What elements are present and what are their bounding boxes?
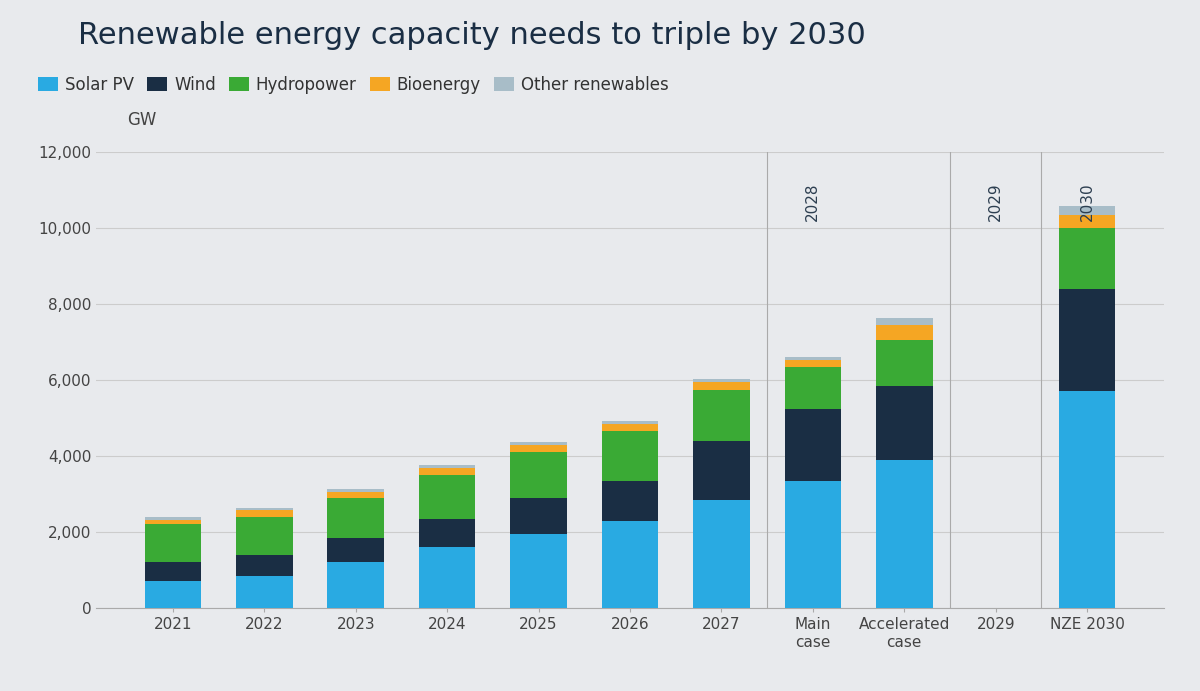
Bar [785, 408, 841, 481]
Bar [876, 460, 932, 608]
Bar [876, 319, 932, 325]
Legend: Solar PV, Wind, Hydropower, Bioenergy, Other renewables: Solar PV, Wind, Hydropower, Bioenergy, O… [31, 69, 676, 100]
Bar [419, 547, 475, 608]
Bar [1058, 215, 1116, 228]
Bar [694, 379, 750, 382]
Bar [694, 390, 750, 441]
Bar [236, 511, 293, 517]
Bar [328, 562, 384, 608]
Text: 2030: 2030 [1080, 182, 1094, 221]
Bar [601, 431, 659, 481]
Bar [419, 468, 475, 475]
Bar [1058, 289, 1116, 391]
Bar [144, 520, 202, 524]
Bar [328, 492, 384, 498]
Bar [144, 562, 202, 582]
Bar [694, 441, 750, 500]
Bar [876, 386, 932, 460]
Bar [236, 555, 293, 576]
Bar [785, 367, 841, 408]
Bar [510, 498, 566, 534]
Text: Renewable energy capacity needs to triple by 2030: Renewable energy capacity needs to tripl… [78, 21, 865, 50]
Bar [510, 534, 566, 608]
Bar [419, 519, 475, 547]
Bar [601, 421, 659, 424]
Text: GW: GW [127, 111, 156, 129]
Bar [601, 481, 659, 521]
Bar [510, 453, 566, 498]
Bar [601, 424, 659, 431]
Bar [328, 489, 384, 492]
Bar [236, 508, 293, 511]
Bar [876, 340, 932, 386]
Bar [144, 582, 202, 608]
Bar [1058, 206, 1116, 215]
Bar [144, 517, 202, 520]
Bar [236, 576, 293, 608]
Bar [510, 442, 566, 445]
Bar [601, 521, 659, 608]
Bar [419, 475, 475, 519]
Bar [785, 481, 841, 608]
Bar [785, 357, 841, 359]
Bar [1058, 391, 1116, 608]
Bar [236, 517, 293, 555]
Bar [1058, 228, 1116, 289]
Bar [328, 498, 384, 538]
Bar [510, 445, 566, 453]
Text: 2028: 2028 [805, 182, 821, 221]
Bar [785, 359, 841, 367]
Text: 2029: 2029 [988, 182, 1003, 221]
Bar [694, 500, 750, 608]
Bar [419, 465, 475, 468]
Bar [876, 325, 932, 340]
Bar [694, 382, 750, 390]
Bar [144, 524, 202, 562]
Bar [328, 538, 384, 562]
